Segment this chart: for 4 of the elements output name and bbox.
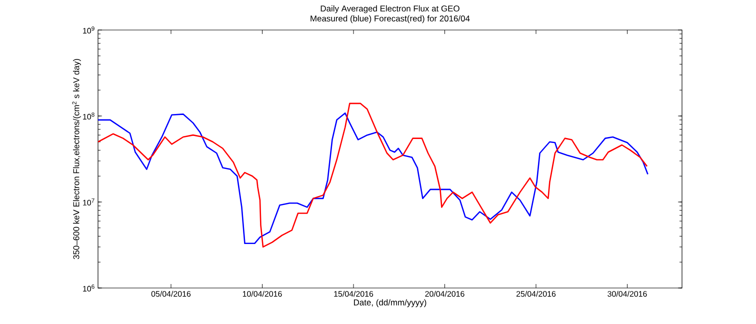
chart-title: Daily Averaged Electron Flux at GEO xyxy=(320,5,460,14)
chart-subtitle: Measured (blue) Forecast(red) for 2016/04 xyxy=(310,15,470,24)
x-axis-title: Date, (dd/mm/yyyy) xyxy=(354,299,426,308)
y-axis-title: 350–600 keV Electron Flux,electrons/(cm$^{2}$ s keV day) xyxy=(72,59,81,260)
